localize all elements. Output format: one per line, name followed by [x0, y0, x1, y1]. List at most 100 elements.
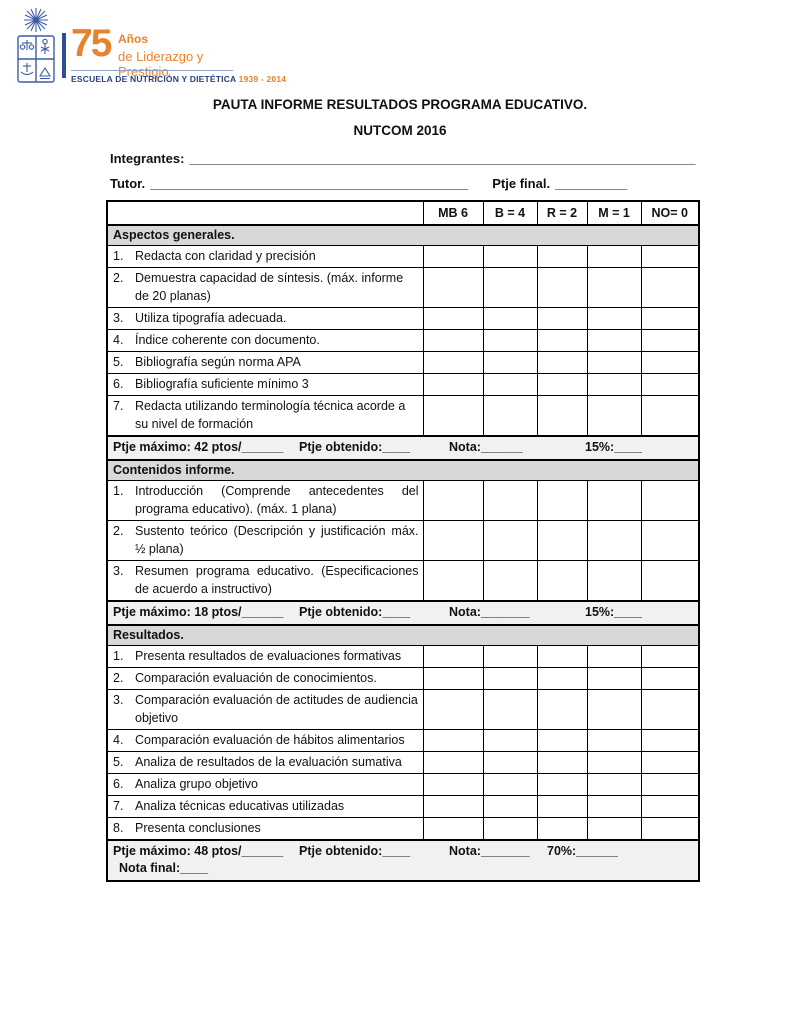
score-cell[interactable] — [422, 351, 484, 374]
score-cell[interactable] — [586, 480, 642, 521]
summary-ptje-obtenido-field[interactable]: Ptje obtenido:____ — [299, 844, 411, 858]
score-cell[interactable] — [482, 729, 538, 752]
summary-pct-field[interactable]: 15%:____ — [585, 440, 642, 454]
score-cell[interactable] — [640, 267, 700, 308]
score-cell[interactable] — [586, 307, 642, 330]
score-cell[interactable] — [536, 751, 588, 774]
score-cell[interactable] — [422, 520, 484, 561]
score-cell[interactable] — [422, 795, 484, 818]
score-cell[interactable] — [422, 817, 484, 841]
score-cell[interactable] — [482, 307, 538, 330]
score-cell[interactable] — [422, 560, 484, 602]
score-cell[interactable] — [422, 689, 484, 730]
score-cell[interactable] — [640, 480, 700, 521]
score-cell[interactable] — [536, 773, 588, 796]
summary-pct-field[interactable]: 70%:______ — [547, 844, 618, 858]
score-cell[interactable] — [536, 667, 588, 690]
score-cell[interactable] — [482, 351, 538, 374]
score-cell[interactable] — [586, 729, 642, 752]
score-cell[interactable] — [640, 395, 700, 437]
score-cell[interactable] — [422, 667, 484, 690]
summary-ptje-obtenido-field[interactable]: Ptje obtenido:____ — [299, 605, 411, 619]
score-cell[interactable] — [586, 689, 642, 730]
score-cell[interactable] — [536, 729, 588, 752]
summary-nota-field[interactable]: Nota:______ — [449, 440, 523, 454]
score-cell[interactable] — [482, 267, 538, 308]
score-cell[interactable] — [422, 245, 484, 268]
score-cell[interactable] — [586, 560, 642, 602]
score-cell[interactable] — [482, 560, 538, 602]
score-cell[interactable] — [536, 480, 588, 521]
score-cell[interactable] — [640, 373, 700, 396]
score-cell[interactable] — [640, 560, 700, 602]
score-cell[interactable] — [586, 395, 642, 437]
score-cell[interactable] — [482, 520, 538, 561]
ptje-final-blank-field[interactable]: __________ — [555, 176, 628, 191]
score-cell[interactable] — [422, 480, 484, 521]
summary-ptje-maximo-field[interactable]: Ptje máximo: 48 ptos/______ — [113, 844, 284, 858]
score-cell[interactable] — [482, 751, 538, 774]
score-cell[interactable] — [422, 329, 484, 352]
score-cell[interactable] — [586, 351, 642, 374]
score-cell[interactable] — [482, 245, 538, 268]
summary-ptje-maximo-field[interactable]: Ptje máximo: 18 ptos/______ — [113, 605, 284, 619]
score-cell[interactable] — [482, 395, 538, 437]
score-cell[interactable] — [422, 373, 484, 396]
score-cell[interactable] — [586, 520, 642, 561]
score-cell[interactable] — [640, 351, 700, 374]
score-cell[interactable] — [536, 560, 588, 602]
score-cell[interactable] — [422, 729, 484, 752]
score-cell[interactable] — [536, 795, 588, 818]
score-cell[interactable] — [586, 645, 642, 668]
score-cell[interactable] — [482, 373, 538, 396]
score-cell[interactable] — [422, 751, 484, 774]
score-cell[interactable] — [640, 520, 700, 561]
score-cell[interactable] — [536, 351, 588, 374]
score-cell[interactable] — [422, 307, 484, 330]
score-cell[interactable] — [640, 795, 700, 818]
score-cell[interactable] — [640, 329, 700, 352]
score-cell[interactable] — [586, 795, 642, 818]
score-cell[interactable] — [536, 520, 588, 561]
summary-nota-final-field[interactable]: Nota final:____ — [119, 861, 208, 875]
summary-ptje-maximo-field[interactable]: Ptje máximo: 42 ptos/______ — [113, 440, 284, 454]
score-cell[interactable] — [482, 480, 538, 521]
score-cell[interactable] — [586, 245, 642, 268]
score-cell[interactable] — [422, 395, 484, 437]
score-cell[interactable] — [536, 645, 588, 668]
score-cell[interactable] — [482, 689, 538, 730]
score-cell[interactable] — [482, 667, 538, 690]
score-cell[interactable] — [640, 689, 700, 730]
score-cell[interactable] — [422, 773, 484, 796]
summary-ptje-obtenido-field[interactable]: Ptje obtenido:____ — [299, 440, 411, 454]
score-cell[interactable] — [640, 307, 700, 330]
score-cell[interactable] — [422, 267, 484, 308]
integrantes-blank-field[interactable]: ________________________________________… — [189, 151, 696, 166]
score-cell[interactable] — [586, 373, 642, 396]
score-cell[interactable] — [640, 817, 700, 841]
score-cell[interactable] — [586, 773, 642, 796]
score-cell[interactable] — [586, 817, 642, 841]
score-cell[interactable] — [640, 645, 700, 668]
score-cell[interactable] — [536, 329, 588, 352]
score-cell[interactable] — [586, 267, 642, 308]
score-cell[interactable] — [536, 267, 588, 308]
summary-nota-field[interactable]: Nota:_______ — [449, 844, 530, 858]
score-cell[interactable] — [422, 645, 484, 668]
score-cell[interactable] — [482, 773, 538, 796]
score-cell[interactable] — [482, 329, 538, 352]
score-cell[interactable] — [536, 307, 588, 330]
score-cell[interactable] — [536, 689, 588, 730]
score-cell[interactable] — [482, 645, 538, 668]
score-cell[interactable] — [536, 245, 588, 268]
score-cell[interactable] — [536, 373, 588, 396]
score-cell[interactable] — [536, 817, 588, 841]
score-cell[interactable] — [586, 667, 642, 690]
score-cell[interactable] — [586, 751, 642, 774]
score-cell[interactable] — [482, 817, 538, 841]
score-cell[interactable] — [586, 329, 642, 352]
summary-nota-field[interactable]: Nota:_______ — [449, 605, 530, 619]
score-cell[interactable] — [640, 773, 700, 796]
summary-pct-field[interactable]: 15%:____ — [585, 605, 642, 619]
tutor-blank-field[interactable]: ________________________________________… — [150, 176, 469, 191]
